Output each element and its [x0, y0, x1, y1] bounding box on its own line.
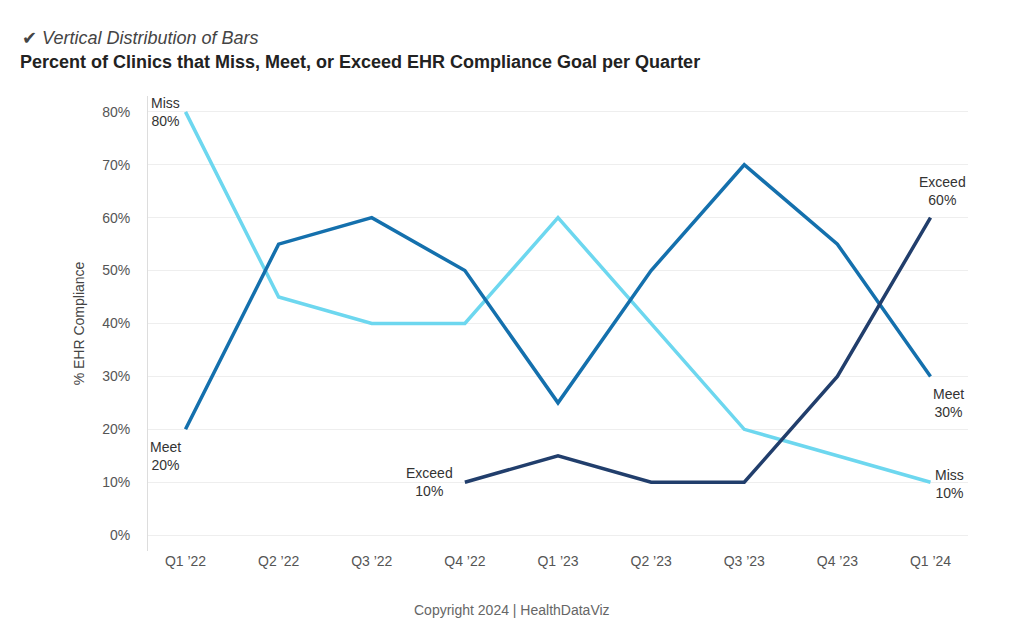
svg-text:✔ Vertical Distribution of Bar: ✔ Vertical Distribution of Bars: [22, 28, 259, 48]
svg-text:Copyright 2024 | HealthDataViz: Copyright 2024 | HealthDataViz: [414, 602, 610, 618]
svg-text:70%: 70%: [102, 157, 130, 173]
svg-text:Exceed10%: Exceed10%: [406, 465, 453, 499]
svg-text:Miss10%: Miss10%: [935, 467, 964, 501]
svg-text:Meet20%: Meet20%: [150, 439, 181, 473]
svg-text:Percent of Clinics that Miss,: Percent of Clinics that Miss, Meet, or E…: [20, 52, 700, 72]
svg-text:30%: 30%: [102, 368, 130, 384]
svg-text:Meet30%: Meet30%: [933, 386, 964, 420]
svg-text:Q1 ’24: Q1 ’24: [910, 553, 951, 569]
svg-text:Q4 ’23: Q4 ’23: [817, 553, 858, 569]
svg-text:Q2 ’22: Q2 ’22: [258, 553, 299, 569]
svg-text:10%: 10%: [102, 474, 130, 490]
svg-text:Q3 ’22: Q3 ’22: [351, 553, 392, 569]
svg-text:60%: 60%: [102, 210, 130, 226]
svg-text:50%: 50%: [102, 262, 130, 278]
svg-text:0%: 0%: [110, 527, 130, 543]
svg-text:Q2 ’23: Q2 ’23: [630, 553, 671, 569]
svg-text:Q3 ’23: Q3 ’23: [724, 553, 765, 569]
svg-text:20%: 20%: [102, 421, 130, 437]
svg-text:80%: 80%: [102, 104, 130, 120]
svg-text:% EHR Compliance: % EHR Compliance: [71, 261, 87, 385]
svg-text:Miss80%: Miss80%: [151, 95, 180, 129]
svg-text:40%: 40%: [102, 315, 130, 331]
svg-text:Q4 ’22: Q4 ’22: [444, 553, 485, 569]
svg-text:Q1 ’23: Q1 ’23: [537, 553, 578, 569]
svg-text:Exceed60%: Exceed60%: [919, 174, 966, 208]
svg-text:Q1 ’22: Q1 ’22: [165, 553, 206, 569]
